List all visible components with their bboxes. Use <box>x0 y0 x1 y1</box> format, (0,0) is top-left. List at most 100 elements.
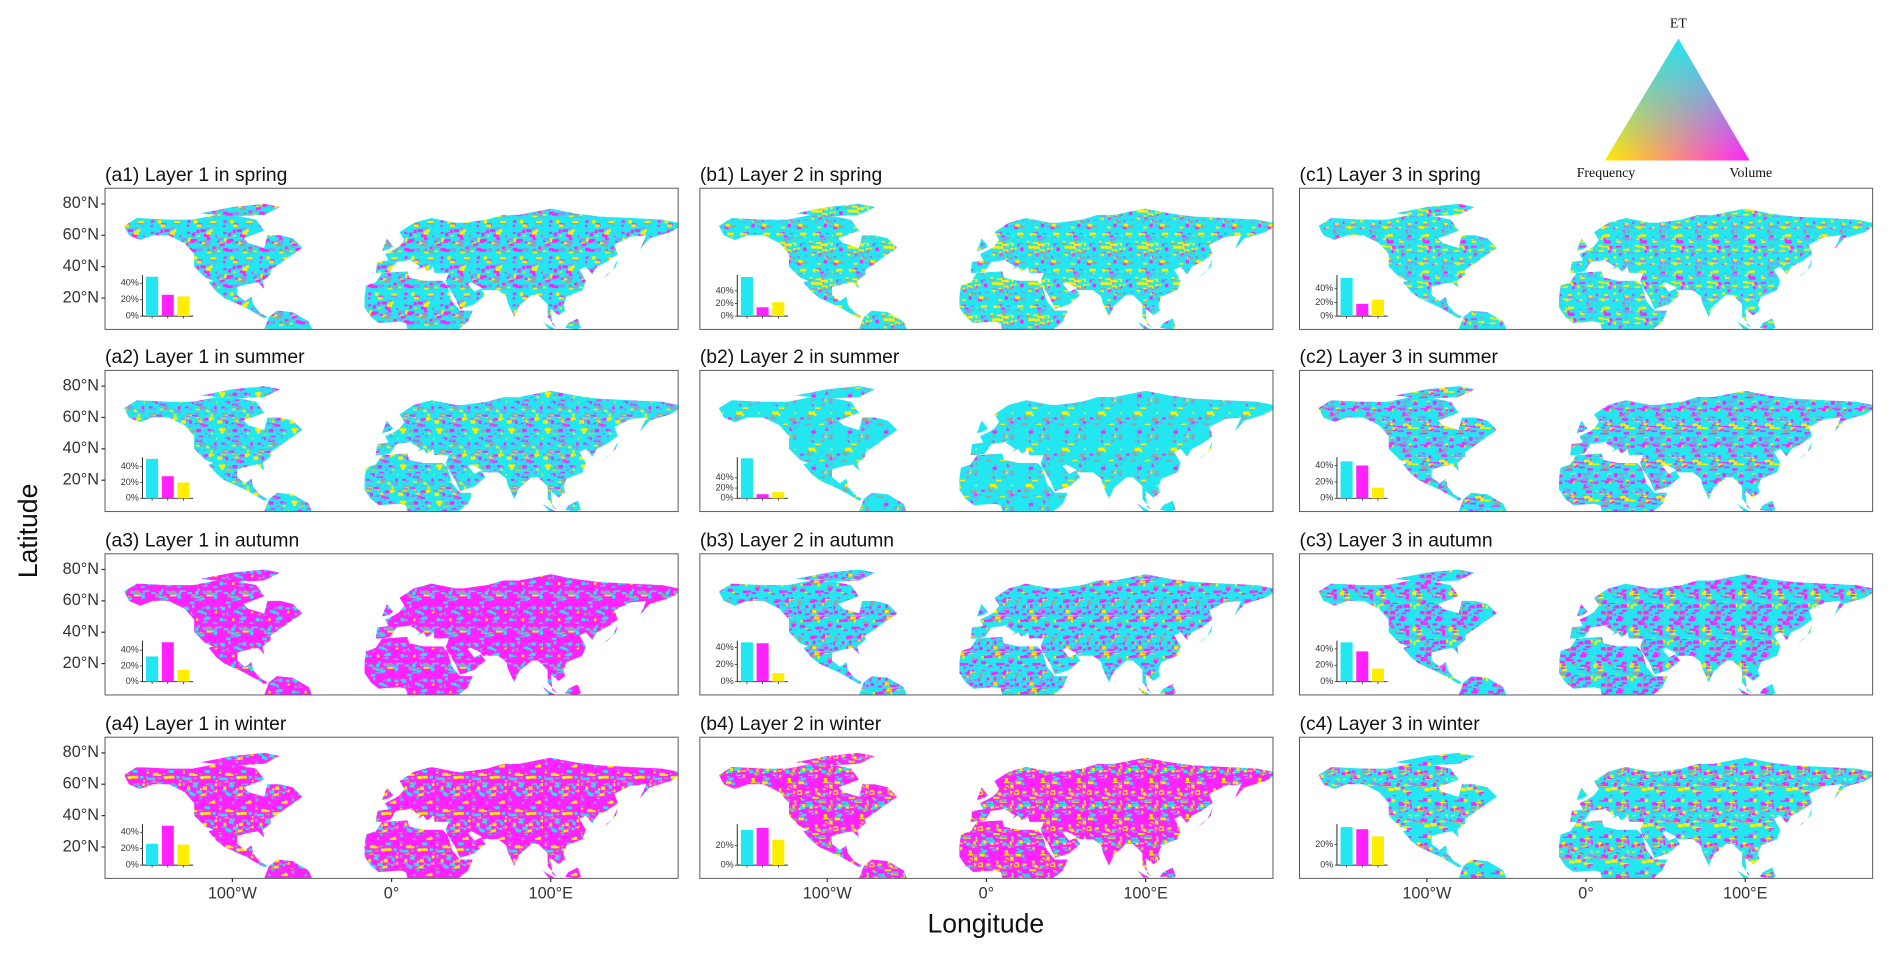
land <box>1570 390 1873 511</box>
land <box>1159 683 1176 695</box>
inset-bar <box>1371 836 1384 866</box>
land <box>959 453 1068 512</box>
x-axis-label: Longitude <box>928 908 1045 938</box>
land <box>1737 687 1751 695</box>
inset-y-tick-label: 40% <box>1315 283 1333 293</box>
inset-y-tick-label: 0% <box>126 859 139 869</box>
land <box>1759 683 1776 695</box>
inset-y-tick-label: 20% <box>121 843 139 853</box>
inset-y-tick-label: 0% <box>721 676 734 686</box>
inset-bar <box>1371 668 1384 682</box>
land <box>1159 318 1176 330</box>
inset-bar <box>1356 829 1369 866</box>
land <box>375 208 679 328</box>
inset-bar <box>772 492 785 499</box>
land <box>382 603 394 617</box>
ternary-left-label: Frequency <box>1577 166 1636 181</box>
inset-y-tick-label: 20% <box>121 477 139 487</box>
land <box>1559 636 1668 695</box>
land <box>200 203 281 217</box>
panel-frame <box>699 187 1274 330</box>
y-tick-label: 60°N <box>63 591 99 609</box>
land <box>264 492 312 512</box>
inset-bar <box>756 494 769 499</box>
land <box>1559 453 1668 512</box>
land <box>970 390 1273 511</box>
inset-y-tick-label: 40% <box>1315 643 1333 653</box>
land <box>976 603 988 617</box>
map-panel <box>718 386 1273 512</box>
panel-frame <box>1299 369 1874 513</box>
inset-bar <box>756 643 769 682</box>
inset-y-tick-label: 40% <box>716 472 734 482</box>
inset-bar <box>740 829 753 866</box>
land <box>542 503 556 512</box>
x-tick-label: 100°E <box>1723 884 1768 902</box>
y-tick-label: 80°N <box>63 194 99 212</box>
inset-y-tick-label: 40% <box>1315 460 1333 470</box>
panel-title: (b3) Layer 2 in autumn <box>700 531 894 552</box>
land <box>124 580 303 684</box>
inset-bar <box>177 482 190 499</box>
map-panel <box>718 203 1273 330</box>
land <box>1559 820 1668 879</box>
land <box>1458 310 1507 330</box>
land <box>1395 203 1475 217</box>
inset-bar <box>161 825 174 866</box>
inset-y-tick-label: 0% <box>1320 311 1333 321</box>
land <box>1159 867 1176 879</box>
inset-bar <box>1356 303 1369 317</box>
panel-frame <box>104 187 679 330</box>
y-tick-label: 20°N <box>63 471 99 489</box>
inset-bar <box>146 276 159 317</box>
y-tick-label: 60°N <box>63 226 99 244</box>
land <box>1576 603 1588 617</box>
map-panel <box>124 752 679 879</box>
inset-y-tick-label: 20% <box>716 659 734 669</box>
inset-bar <box>161 476 174 499</box>
panel-frame <box>699 553 1274 696</box>
land <box>542 870 556 879</box>
inset-bar <box>1356 465 1369 499</box>
y-tick-label: 40°N <box>63 623 99 641</box>
y-tick-label: 40°N <box>63 257 99 275</box>
x-tick-label: 0° <box>384 884 400 902</box>
inset-bar <box>1371 299 1384 317</box>
land <box>1395 752 1475 766</box>
land <box>795 569 875 583</box>
x-tick-label: 0° <box>1578 884 1594 902</box>
land <box>565 867 582 879</box>
inset-bar <box>1340 642 1353 682</box>
land <box>1737 870 1751 879</box>
inset-y-tick-label: 0% <box>126 493 139 503</box>
inset-y-tick-label: 0% <box>126 311 139 321</box>
inset-bar <box>177 669 190 682</box>
x-tick-label: 100°E <box>1123 884 1168 902</box>
inset-y-tick-label: 20% <box>1315 660 1333 670</box>
y-axis-label: Latitude <box>13 484 43 578</box>
inset-y-tick-label: 20% <box>1315 297 1333 307</box>
land <box>1318 580 1497 684</box>
land <box>124 397 303 501</box>
inset-y-tick-label: 0% <box>1320 859 1333 869</box>
land <box>364 453 473 512</box>
panel-title: (c4) Layer 3 in winter <box>1300 714 1481 735</box>
inset-y-tick-label: 40% <box>121 461 139 471</box>
panel-frame <box>104 553 679 696</box>
land <box>1576 238 1588 251</box>
inset-bar <box>1356 651 1369 682</box>
land <box>1458 859 1507 879</box>
land <box>1576 787 1588 800</box>
inset-y-tick-label: 20% <box>1315 839 1333 849</box>
land <box>565 500 582 512</box>
inset-y-tick-label: 20% <box>121 294 139 304</box>
inset-y-tick-label: 40% <box>716 642 734 652</box>
y-tick-label: 20°N <box>63 288 99 306</box>
land <box>859 492 907 512</box>
map-panel <box>1318 203 1873 330</box>
land <box>1318 397 1497 501</box>
inset-bar <box>146 656 159 682</box>
land <box>976 787 988 800</box>
inset-y-tick-label: 20% <box>716 482 734 492</box>
